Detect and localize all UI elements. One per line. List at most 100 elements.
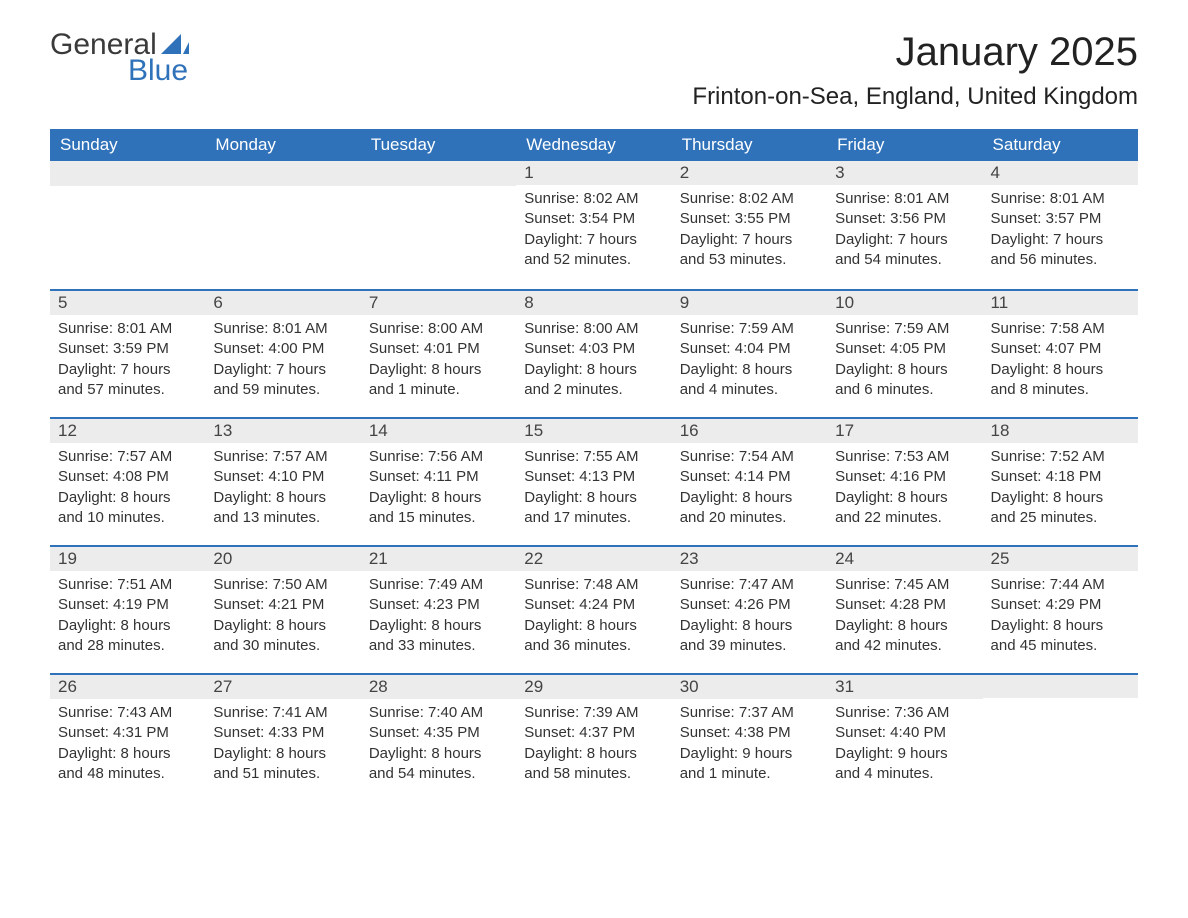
daylight-line1: Daylight: 7 hours [835, 230, 974, 250]
day-number: 14 [361, 417, 516, 443]
sunset-text: Sunset: 4:40 PM [835, 723, 974, 743]
day-details: Sunrise: 7:56 AMSunset: 4:11 PMDaylight:… [361, 443, 516, 536]
day-number: 18 [983, 417, 1138, 443]
sunrise-text: Sunrise: 7:53 AM [835, 447, 974, 467]
daylight-line1: Daylight: 8 hours [213, 488, 352, 508]
calendar-week-row: 1Sunrise: 8:02 AMSunset: 3:54 PMDaylight… [50, 161, 1138, 289]
daylight-line1: Daylight: 8 hours [213, 616, 352, 636]
day-details: Sunrise: 7:59 AMSunset: 4:05 PMDaylight:… [827, 315, 982, 408]
daylight-line1: Daylight: 8 hours [680, 360, 819, 380]
daylight-line2: and 25 minutes. [991, 508, 1130, 528]
sunset-text: Sunset: 3:55 PM [680, 209, 819, 229]
calendar-day-cell: 29Sunrise: 7:39 AMSunset: 4:37 PMDayligh… [516, 673, 671, 801]
sunrise-text: Sunrise: 7:51 AM [58, 575, 197, 595]
day-number: 9 [672, 289, 827, 315]
day-number: 26 [50, 673, 205, 699]
day-details: Sunrise: 7:54 AMSunset: 4:14 PMDaylight:… [672, 443, 827, 536]
day-number: 12 [50, 417, 205, 443]
calendar-day-cell: 5Sunrise: 8:01 AMSunset: 3:59 PMDaylight… [50, 289, 205, 417]
daylight-line1: Daylight: 8 hours [369, 616, 508, 636]
daylight-line2: and 51 minutes. [213, 764, 352, 784]
sunset-text: Sunset: 4:16 PM [835, 467, 974, 487]
sunset-text: Sunset: 4:31 PM [58, 723, 197, 743]
day-details: Sunrise: 8:01 AMSunset: 3:57 PMDaylight:… [983, 185, 1138, 278]
day-number: 22 [516, 545, 671, 571]
daylight-line1: Daylight: 7 hours [524, 230, 663, 250]
day-details: Sunrise: 7:51 AMSunset: 4:19 PMDaylight:… [50, 571, 205, 664]
daylight-line1: Daylight: 8 hours [369, 360, 508, 380]
calendar-day-cell: 3Sunrise: 8:01 AMSunset: 3:56 PMDaylight… [827, 161, 982, 289]
day-number: 17 [827, 417, 982, 443]
dow-friday: Friday [827, 129, 982, 161]
calendar-day-cell: 13Sunrise: 7:57 AMSunset: 4:10 PMDayligh… [205, 417, 360, 545]
day-number: 24 [827, 545, 982, 571]
day-number: 15 [516, 417, 671, 443]
sunrise-text: Sunrise: 8:02 AM [524, 189, 663, 209]
daylight-line1: Daylight: 8 hours [58, 616, 197, 636]
calendar-table: Sunday Monday Tuesday Wednesday Thursday… [50, 129, 1138, 801]
daylight-line2: and 45 minutes. [991, 636, 1130, 656]
day-number: 21 [361, 545, 516, 571]
daylight-line1: Daylight: 8 hours [835, 616, 974, 636]
daylight-line1: Daylight: 7 hours [58, 360, 197, 380]
day-of-week-header-row: Sunday Monday Tuesday Wednesday Thursday… [50, 129, 1138, 161]
calendar-day-cell: 20Sunrise: 7:50 AMSunset: 4:21 PMDayligh… [205, 545, 360, 673]
day-details: Sunrise: 7:49 AMSunset: 4:23 PMDaylight:… [361, 571, 516, 664]
daylight-line2: and 15 minutes. [369, 508, 508, 528]
daylight-line2: and 30 minutes. [213, 636, 352, 656]
day-details: Sunrise: 7:57 AMSunset: 4:08 PMDaylight:… [50, 443, 205, 536]
sunset-text: Sunset: 4:21 PM [213, 595, 352, 615]
calendar-day-cell: 8Sunrise: 8:00 AMSunset: 4:03 PMDaylight… [516, 289, 671, 417]
day-details: Sunrise: 7:45 AMSunset: 4:28 PMDaylight:… [827, 571, 982, 664]
daylight-line2: and 13 minutes. [213, 508, 352, 528]
calendar-week-row: 19Sunrise: 7:51 AMSunset: 4:19 PMDayligh… [50, 545, 1138, 673]
sunrise-text: Sunrise: 7:47 AM [680, 575, 819, 595]
day-number: 1 [516, 161, 671, 185]
day-number: 2 [672, 161, 827, 185]
sunset-text: Sunset: 4:29 PM [991, 595, 1130, 615]
sunrise-text: Sunrise: 8:01 AM [213, 319, 352, 339]
sunrise-text: Sunrise: 7:57 AM [58, 447, 197, 467]
day-details: Sunrise: 7:55 AMSunset: 4:13 PMDaylight:… [516, 443, 671, 536]
daylight-line1: Daylight: 9 hours [835, 744, 974, 764]
daylight-line1: Daylight: 8 hours [991, 360, 1130, 380]
calendar-day-cell: 18Sunrise: 7:52 AMSunset: 4:18 PMDayligh… [983, 417, 1138, 545]
sunrise-text: Sunrise: 8:00 AM [524, 319, 663, 339]
day-details: Sunrise: 7:52 AMSunset: 4:18 PMDaylight:… [983, 443, 1138, 536]
sunrise-text: Sunrise: 8:02 AM [680, 189, 819, 209]
day-details: Sunrise: 7:39 AMSunset: 4:37 PMDaylight:… [516, 699, 671, 792]
daylight-line1: Daylight: 8 hours [835, 360, 974, 380]
empty-day-bar [361, 161, 516, 186]
sunrise-text: Sunrise: 8:01 AM [58, 319, 197, 339]
daylight-line2: and 59 minutes. [213, 380, 352, 400]
sunrise-text: Sunrise: 8:01 AM [835, 189, 974, 209]
daylight-line2: and 48 minutes. [58, 764, 197, 784]
sunset-text: Sunset: 4:33 PM [213, 723, 352, 743]
sunset-text: Sunset: 4:05 PM [835, 339, 974, 359]
day-details: Sunrise: 8:00 AMSunset: 4:03 PMDaylight:… [516, 315, 671, 408]
sunset-text: Sunset: 4:11 PM [369, 467, 508, 487]
day-number: 31 [827, 673, 982, 699]
day-number: 7 [361, 289, 516, 315]
sunset-text: Sunset: 4:26 PM [680, 595, 819, 615]
calendar-day-cell: 21Sunrise: 7:49 AMSunset: 4:23 PMDayligh… [361, 545, 516, 673]
day-details: Sunrise: 7:40 AMSunset: 4:35 PMDaylight:… [361, 699, 516, 792]
day-details: Sunrise: 7:43 AMSunset: 4:31 PMDaylight:… [50, 699, 205, 792]
calendar-day-cell: 31Sunrise: 7:36 AMSunset: 4:40 PMDayligh… [827, 673, 982, 801]
sunrise-text: Sunrise: 7:45 AM [835, 575, 974, 595]
calendar-week-row: 12Sunrise: 7:57 AMSunset: 4:08 PMDayligh… [50, 417, 1138, 545]
sunset-text: Sunset: 4:13 PM [524, 467, 663, 487]
calendar-day-cell: 23Sunrise: 7:47 AMSunset: 4:26 PMDayligh… [672, 545, 827, 673]
day-details: Sunrise: 7:36 AMSunset: 4:40 PMDaylight:… [827, 699, 982, 792]
day-details: Sunrise: 8:00 AMSunset: 4:01 PMDaylight:… [361, 315, 516, 408]
day-number: 3 [827, 161, 982, 185]
calendar-day-cell: 26Sunrise: 7:43 AMSunset: 4:31 PMDayligh… [50, 673, 205, 801]
dow-tuesday: Tuesday [361, 129, 516, 161]
day-details: Sunrise: 8:02 AMSunset: 3:54 PMDaylight:… [516, 185, 671, 278]
dow-sunday: Sunday [50, 129, 205, 161]
day-number: 4 [983, 161, 1138, 185]
calendar-day-cell: 25Sunrise: 7:44 AMSunset: 4:29 PMDayligh… [983, 545, 1138, 673]
day-number: 30 [672, 673, 827, 699]
sunset-text: Sunset: 4:24 PM [524, 595, 663, 615]
daylight-line2: and 52 minutes. [524, 250, 663, 270]
